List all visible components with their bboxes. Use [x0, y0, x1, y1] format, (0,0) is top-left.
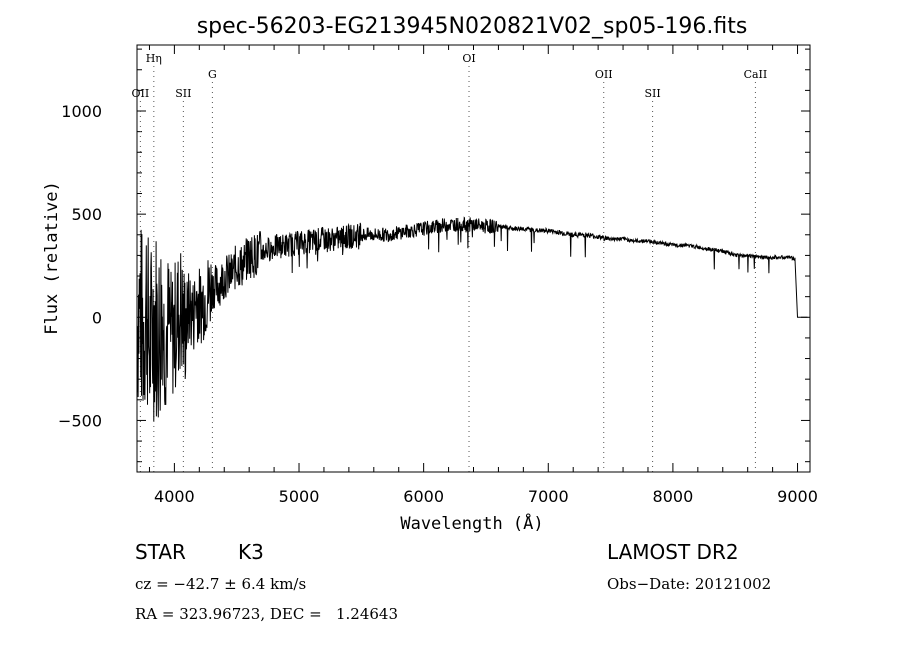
x-axis-label: Wavelength (Å) [400, 512, 543, 534]
spectral-line-label: OII [132, 87, 150, 100]
y-tick-label: −500 [58, 411, 102, 430]
ra-dec-coordinates: RA = 323.96723, DEC = 1.24643 [135, 605, 399, 623]
y-tick-label: 1000 [61, 102, 102, 121]
spectral-line-label: OI [462, 52, 475, 65]
y-axis-label: Flux (relative) [42, 181, 62, 335]
spectral-line-label: OII [595, 68, 613, 81]
redshift-velocity: cz = −42.7 ± 6.4 km/s [135, 575, 307, 593]
survey-name: LAMOST DR2 [607, 540, 739, 564]
spectral-line-label: Hη [146, 52, 162, 65]
plot-frame [136, 44, 811, 473]
spectral-line-label: CaII [744, 68, 768, 81]
chart-title: spec-56203-EG213945N020821V02_sp05-196.f… [197, 14, 748, 39]
spectrum-line [136, 216, 808, 422]
spectral-line-label: G [208, 68, 217, 81]
spectral-line-label: SII [644, 87, 660, 100]
x-tick-label: 8000 [653, 487, 694, 506]
y-tick-label: 0 [92, 308, 102, 327]
object-subclass: K3 [238, 540, 264, 564]
y-tick-label: 500 [71, 205, 102, 224]
object-class: STAR [135, 540, 186, 564]
x-tick-label: 7000 [528, 487, 569, 506]
x-tick-label: 5000 [279, 487, 320, 506]
axis-ticks: 4000 5000 6000 7000 8000 9000 −500 0 500 1000 [58, 45, 818, 506]
x-tick-label: 6000 [403, 487, 444, 506]
x-tick-label: 9000 [777, 487, 818, 506]
spectral-line-label: SII [175, 87, 191, 100]
x-tick-label: 4000 [154, 487, 195, 506]
observation-date: Obs−Date: 20121002 [607, 575, 772, 593]
